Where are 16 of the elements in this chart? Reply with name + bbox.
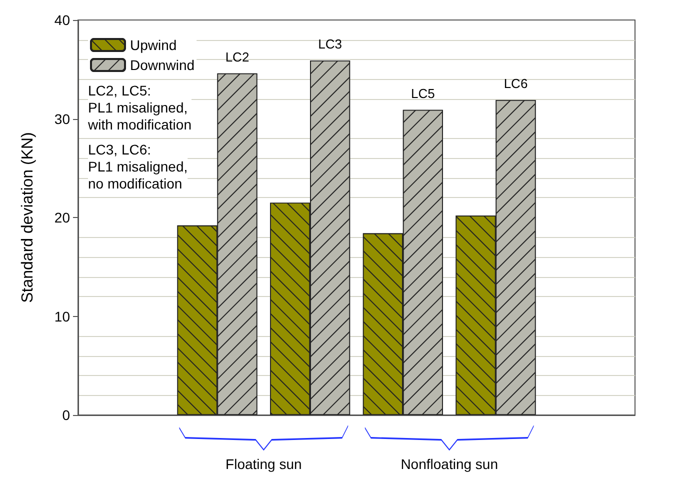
y-tick-label: 0 — [62, 407, 70, 423]
legend-label: Upwind — [130, 37, 177, 53]
data-label: LC2 — [225, 49, 250, 64]
data-label: LC6 — [504, 76, 528, 91]
data-label: LC5 — [410, 86, 435, 101]
annotation: LC3, LC6: PL1 misaligned, no modification — [88, 142, 188, 192]
y-axis-title: Standard deviation (KN) — [20, 132, 36, 303]
y-tick-label: 20 — [54, 210, 70, 226]
text: Floating sun — [226, 456, 302, 472]
text: Nonfloating sun — [400, 456, 498, 472]
y-tick-label: 10 — [54, 308, 70, 324]
y-tick-label: 40 — [54, 12, 70, 28]
annotation: LC2, LC5: PL1 misaligned, with modification — [87, 82, 192, 132]
data-label: LC3 — [318, 36, 342, 52]
legend-label: Downwind — [130, 57, 195, 73]
y-tick-label: 30 — [54, 110, 70, 127]
